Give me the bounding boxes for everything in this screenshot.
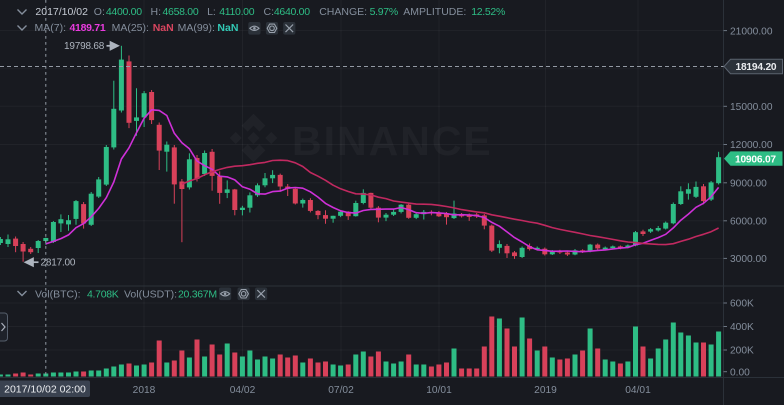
svg-text:4110.00: 4110.00 [219,6,255,18]
svg-text:400K: 400K [730,322,754,333]
svg-text:200K: 200K [730,346,754,357]
svg-text:MA(7):: MA(7): [35,22,67,34]
svg-text:2018: 2018 [133,385,156,396]
svg-text:4.708K: 4.708K [87,289,119,301]
svg-text:18194.20: 18194.20 [736,62,777,73]
svg-text:10/01: 10/01 [426,385,452,396]
svg-text:2817.00: 2817.00 [41,257,76,268]
svg-text:4658.00: 4658.00 [163,6,199,18]
svg-text:2019: 2019 [534,385,557,396]
svg-text:BINANCE: BINANCE [292,118,493,164]
svg-text:19798.68: 19798.68 [64,41,105,52]
svg-text:Vol(BTC):: Vol(BTC): [35,289,81,301]
svg-text:6000.00: 6000.00 [730,217,767,228]
svg-text:H:: H: [151,6,162,18]
svg-text:MA(99):: MA(99): [178,22,215,34]
svg-text:04/01: 04/01 [625,385,651,396]
svg-text:MA(25):: MA(25): [112,22,149,34]
svg-text:Vol(USDT):: Vol(USDT): [124,289,177,301]
svg-text:O:: O: [94,6,105,18]
svg-text:4640.00: 4640.00 [274,6,310,18]
svg-text:C:: C: [264,6,275,18]
svg-text:5.97%: 5.97% [370,6,398,18]
svg-text:07/02: 07/02 [328,385,354,396]
svg-text:10906.07: 10906.07 [735,154,776,165]
svg-text:9000.00: 9000.00 [730,179,767,190]
svg-text:2017/10/02: 2017/10/02 [35,6,88,18]
svg-text:2017/10/02 02:00: 2017/10/02 02:00 [4,384,86,396]
svg-text:AMPLITUDE:: AMPLITUDE: [403,6,466,18]
svg-text:4189.71: 4189.71 [70,22,106,34]
svg-text:20.367M: 20.367M [178,289,217,301]
svg-text:0.00: 0.00 [730,367,750,378]
svg-text:12.52%: 12.52% [471,6,505,18]
svg-text:4400.00: 4400.00 [106,6,142,18]
svg-text:3000.00: 3000.00 [730,254,767,265]
svg-text:L:: L: [207,6,216,18]
svg-text:21000.00: 21000.00 [730,26,773,37]
svg-text:600K: 600K [730,299,754,310]
svg-text:CHANGE:: CHANGE: [319,6,367,18]
svg-text:04/02: 04/02 [230,385,256,396]
svg-text:12000.00: 12000.00 [730,140,773,151]
svg-text:NaN: NaN [217,22,238,34]
svg-text:NaN: NaN [153,22,174,34]
svg-text:15000.00: 15000.00 [730,102,773,113]
